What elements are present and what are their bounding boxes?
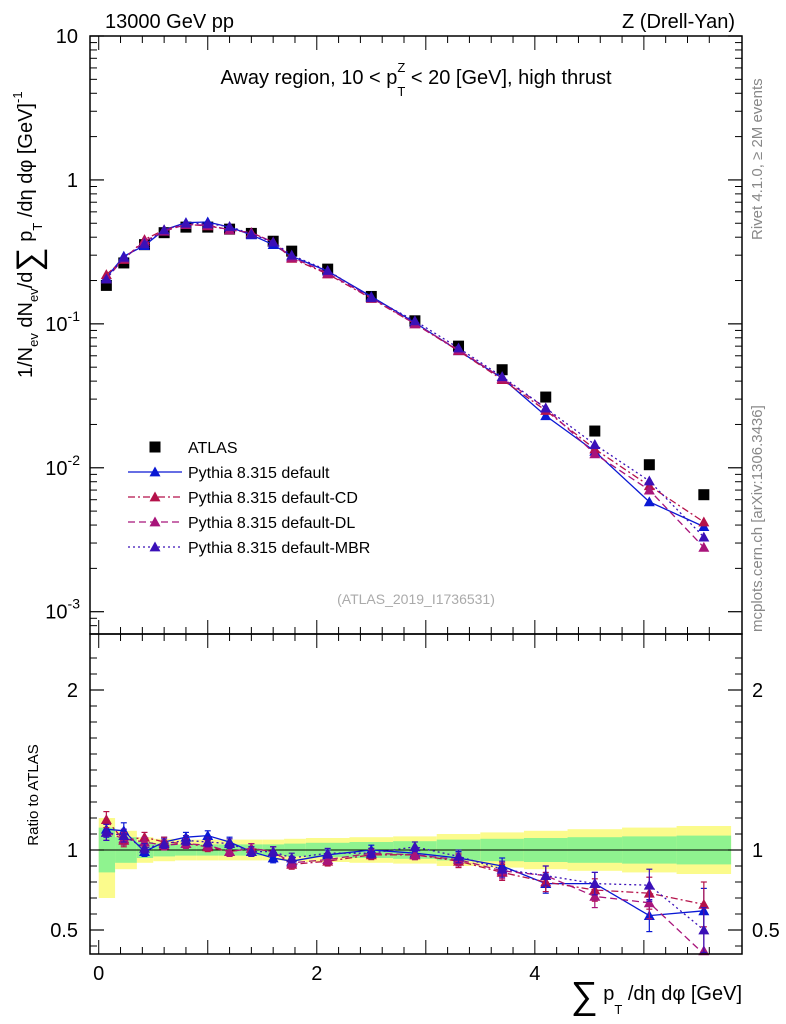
ratio-data-point: [589, 890, 601, 901]
ratio-data-point: [267, 846, 279, 856]
ratio-data-point: [224, 846, 236, 856]
ratio-data-point: [589, 878, 601, 888]
analysis-watermark: (ATLAS_2019_I1736531): [337, 591, 495, 607]
ratio-y-tick-label-right: 1: [752, 840, 763, 862]
mc-data-point: [698, 541, 710, 552]
mc-data-point: [698, 516, 710, 527]
x-tick-label: 2: [311, 963, 322, 985]
legend-label: Pythia 8.315 default-DL: [188, 515, 355, 532]
atlas-data-point: [540, 391, 552, 403]
mc-data-point: [643, 496, 655, 507]
rivet-label: Rivet 4.1.0, ≥ 2M events: [749, 78, 766, 240]
ratio-data-point: [496, 863, 508, 874]
ratio-data-point: [409, 849, 421, 860]
atlas-data-point: [643, 459, 655, 471]
legend-label: Pythia 8.315 default: [188, 465, 330, 482]
ratio-data-point: [139, 842, 151, 853]
legend-marker: [149, 541, 161, 552]
main-y-tick-label: 10: [56, 26, 78, 48]
mc-data-point: [224, 220, 236, 231]
main-axis-ticks: 10-3 10-2 10-1 1 10: [45, 26, 742, 635]
main-ylabel: 1/Nev dNev/d∑ pT /dη dφ [GeV]-1: [10, 91, 48, 378]
legend-label: Pythia 8.315 default-CD: [188, 490, 358, 507]
ratio-data-point: [100, 826, 112, 837]
ratio-data-point: [322, 854, 334, 864]
atlas-data-point: [496, 364, 508, 376]
mc-data-point: [698, 531, 710, 542]
mc-data-point: [139, 238, 151, 249]
legend-marker: [149, 491, 161, 502]
main-y-tick-label: 10-1: [45, 308, 80, 336]
ratio-data-point: [118, 830, 130, 840]
mc-data-point: [589, 439, 601, 449]
ratio-data-point: [245, 846, 257, 856]
mc-data-point: [286, 249, 298, 260]
legend-label: Pythia 8.315 default-MBR: [188, 540, 370, 557]
ratio-data-point: [698, 898, 710, 909]
ratio-ylabel: Ratio to ATLAS: [25, 744, 42, 845]
ratio-y-tick-label-right: 0.5: [752, 920, 780, 942]
ratio-data-point: [365, 847, 377, 858]
mc-data-point: [540, 410, 552, 421]
ratio-y-tick-label: 0.5: [50, 920, 78, 942]
mc-data-point: [118, 251, 130, 262]
ratio-y-tick-label-right: 2: [752, 680, 763, 702]
main-y-tick-label: 1: [67, 170, 78, 192]
header-right: Z (Drell-Yan): [622, 11, 735, 33]
ratio-data-point: [267, 852, 279, 863]
main-title: Away region, 10 < pTZ < 20 [GeV], high t…: [220, 60, 612, 99]
main-y-tick-label: 10-2: [45, 452, 80, 480]
ratio-data-point: [100, 814, 112, 824]
ratio-y-tick-label: 2: [67, 680, 78, 702]
ratio-y-tick-label: 1: [67, 840, 78, 862]
header-left: 13000 GeV pp: [105, 11, 234, 33]
mc-data-point: [100, 273, 112, 284]
ratio-data-point: [158, 838, 170, 848]
mc-data-point: [180, 217, 192, 228]
ratio-data-point: [286, 852, 298, 863]
ratio-data-point: [322, 847, 334, 858]
ratio-data-point: [224, 838, 236, 848]
mc-data-point: [158, 224, 170, 235]
mc-data-point: [589, 448, 601, 459]
ratio-data-point: [409, 841, 421, 852]
ratio-data-point: [453, 850, 465, 861]
mc-data-point: [496, 371, 508, 382]
mc-data-point: [409, 315, 421, 326]
atlas-data-point: [589, 425, 601, 437]
x-axis-label: ∑ pT /dη dφ [GeV]: [571, 975, 742, 1017]
ratio-axis-ticks: 0.5 0.5 1 1 2 2 0 2 4: [50, 634, 780, 985]
ratio-data-point: [643, 879, 655, 890]
mc-data-point: [322, 264, 334, 275]
mc-data-point: [202, 218, 214, 229]
legend-label: ATLAS: [188, 440, 238, 457]
legend: ATLAS Pythia 8.315 default Pythia 8.315 de…: [128, 440, 370, 557]
atlas-data-point: [100, 279, 112, 291]
legend-marker: [149, 441, 161, 453]
mc-data-point: [540, 402, 552, 413]
atlas-data-point: [698, 489, 710, 501]
main-y-tick-label: 10-3: [45, 596, 80, 624]
main-series-layer: [100, 216, 710, 552]
mc-data-point: [267, 236, 279, 247]
mcplots-label: mcplots.cern.ch [arXiv:1306.3436]: [749, 405, 766, 632]
mc-data-point: [365, 292, 377, 303]
legend-marker: [149, 516, 161, 527]
ratio-data-point: [180, 834, 192, 845]
ratio-data-point: [540, 870, 552, 880]
mc-data-point: [643, 484, 655, 495]
ratio-data-point: [202, 836, 214, 847]
ratio-data-point: [643, 897, 655, 908]
mc-data-point: [643, 475, 655, 486]
x-tick-label: 0: [93, 963, 104, 985]
ratio-series-layer: [100, 810, 710, 956]
ratio-data-point: [698, 924, 710, 935]
ratio-plot-frame: [89, 633, 743, 955]
mc-data-point: [453, 342, 465, 353]
mc-data-point: [245, 228, 257, 239]
legend-marker: [149, 466, 161, 477]
x-tick-label: 4: [529, 963, 540, 985]
